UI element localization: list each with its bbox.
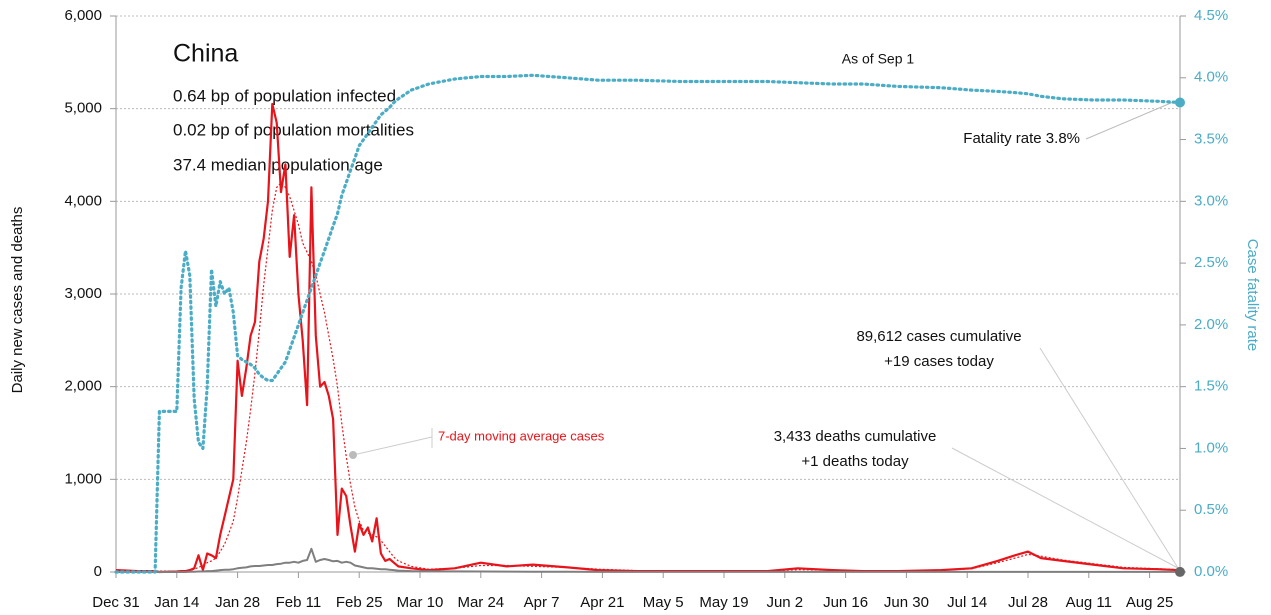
x-tick-label: Jan 28 bbox=[215, 594, 260, 611]
annotation: +1 deaths today bbox=[801, 453, 909, 470]
end-marker bbox=[1175, 566, 1185, 577]
x-tick-label: Jul 14 bbox=[947, 594, 987, 611]
x-tick-label: Jun 16 bbox=[823, 594, 868, 611]
grid bbox=[116, 15, 1180, 480]
annotation: As of Sep 1 bbox=[842, 51, 915, 67]
y-tick-label: 1,000 bbox=[64, 470, 102, 487]
x-tick-label: Jul 28 bbox=[1008, 594, 1048, 611]
series-line bbox=[115, 102, 1181, 574]
annotation: 3,433 deaths cumulative bbox=[774, 428, 937, 445]
x-tick-label: Apr 7 bbox=[524, 594, 560, 611]
y-tick-label: 0 bbox=[94, 563, 102, 580]
series-label: 7-day moving average cases bbox=[438, 428, 605, 443]
y2-tick-label: 4.0% bbox=[1194, 69, 1228, 86]
x-tick-label: Apr 21 bbox=[580, 594, 624, 611]
y-tick-label: 6,000 bbox=[64, 7, 102, 24]
y-tick-label: 4,000 bbox=[64, 192, 102, 209]
y2-tick-label: 3.0% bbox=[1194, 192, 1228, 209]
y2-axis-title: Case fatality rate bbox=[1244, 239, 1261, 352]
x-tick-label: Aug 11 bbox=[1066, 594, 1112, 611]
stat: 0.64 bp of population infected bbox=[173, 86, 396, 105]
end-marker bbox=[1175, 97, 1185, 108]
leader-line bbox=[1039, 347, 1179, 569]
series-line bbox=[116, 182, 1181, 572]
y-tick-label: 5,000 bbox=[64, 100, 102, 117]
annotation: Fatality rate 3.8% bbox=[963, 130, 1080, 147]
y-tick-label: 2,000 bbox=[64, 378, 102, 395]
x-tick-label: Jun 2 bbox=[766, 594, 803, 611]
leader-line bbox=[951, 447, 1179, 569]
annotation: +19 cases today bbox=[884, 353, 994, 370]
x-tick-label: Feb 11 bbox=[276, 594, 322, 611]
annotation: 89,612 cases cumulative bbox=[856, 328, 1021, 345]
y2-tick-label: 3.5% bbox=[1194, 131, 1228, 148]
y2-tick-label: 4.5% bbox=[1194, 7, 1228, 24]
series-line bbox=[116, 547, 1180, 573]
y2-tick-label: 0.5% bbox=[1194, 501, 1228, 518]
x-tick-label: Mar 24 bbox=[457, 594, 504, 611]
leader-line bbox=[352, 436, 433, 456]
x-tick-label: Mar 10 bbox=[397, 594, 444, 611]
y2-tick-label: 2.0% bbox=[1194, 316, 1228, 333]
x-tick-label: Aug 25 bbox=[1126, 594, 1174, 611]
y-tick-label: 3,000 bbox=[64, 285, 102, 302]
leader-dot bbox=[349, 451, 357, 459]
x-tick-label: Dec 31 bbox=[92, 594, 140, 611]
stat: 37.4 median population age bbox=[173, 155, 383, 174]
x-tick-label: May 19 bbox=[699, 594, 748, 611]
x-tick-label: Jun 30 bbox=[884, 594, 929, 611]
series-line bbox=[114, 73, 1182, 574]
x-tick-label: May 5 bbox=[643, 594, 684, 611]
y2-tick-label: 1.5% bbox=[1194, 378, 1228, 395]
y2-tick-label: 0.0% bbox=[1194, 563, 1228, 580]
x-tick-label: Feb 25 bbox=[336, 594, 383, 611]
leader-line bbox=[1085, 99, 1179, 140]
y2-tick-label: 2.5% bbox=[1194, 254, 1228, 271]
y-axis-title: Daily new cases and deaths bbox=[9, 207, 26, 394]
stat: 0.02 bp of population mortalities bbox=[173, 120, 414, 139]
x-tick-label: Jan 14 bbox=[154, 594, 199, 611]
chart-title: China bbox=[173, 40, 238, 68]
y2-tick-label: 1.0% bbox=[1194, 439, 1228, 456]
